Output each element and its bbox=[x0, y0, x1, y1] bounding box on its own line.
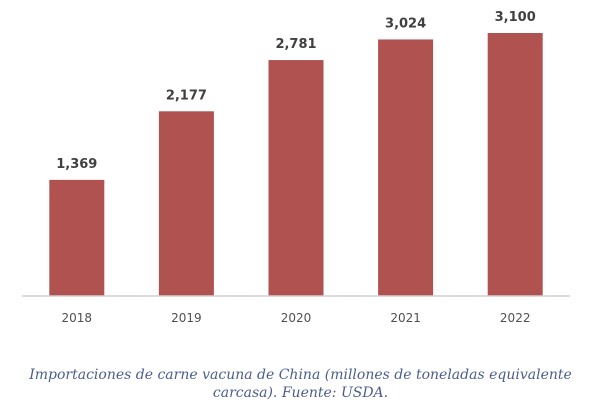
bar-2018 bbox=[49, 179, 105, 296]
data-label-2022: 3,100 bbox=[495, 10, 536, 25]
x-tick-label-2018: 2018 bbox=[62, 311, 93, 325]
x-tick-label-2020: 2020 bbox=[281, 311, 312, 325]
x-tick-label-2021: 2021 bbox=[390, 311, 421, 325]
data-label-2020: 2,781 bbox=[275, 37, 316, 52]
x-tick-label-2019: 2019 bbox=[171, 311, 202, 325]
x-tick-label-2022: 2022 bbox=[500, 311, 531, 325]
data-label-2019: 2,177 bbox=[166, 88, 207, 103]
bar-2020 bbox=[268, 60, 324, 296]
bar-2019 bbox=[158, 111, 214, 297]
data-label-2021: 3,024 bbox=[385, 16, 426, 31]
bar-chart: 1,369 2018 2,177 2019 2,781 2020 3,024 2021 3,10… bbox=[22, 10, 570, 325]
chart-caption: Importaciones de carne vacuna de China (… bbox=[29, 367, 572, 401]
bar-2022 bbox=[487, 33, 543, 296]
bar-2021 bbox=[378, 39, 434, 296]
data-label-2018: 1,369 bbox=[56, 157, 97, 172]
